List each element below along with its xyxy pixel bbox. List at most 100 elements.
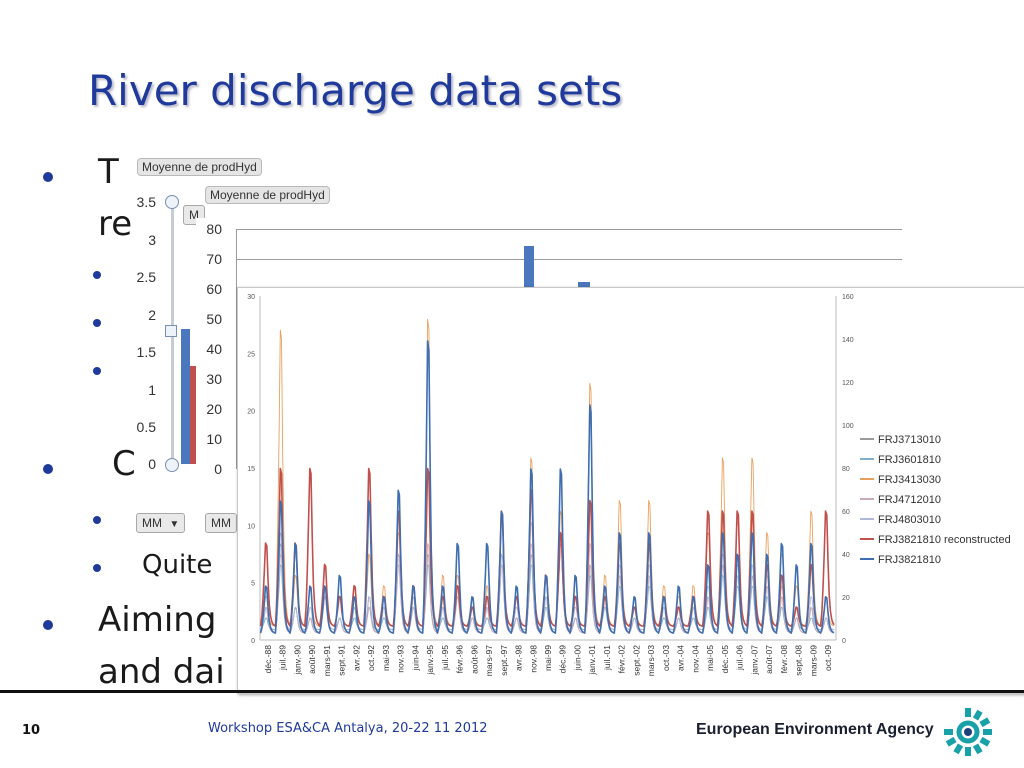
- x-tick-label: mai-05: [705, 645, 715, 671]
- footer-rule: [0, 690, 1024, 693]
- x-tick-label: juin-94: [410, 645, 420, 672]
- gridline: [236, 259, 902, 260]
- x-tick-label: sept.-91: [337, 645, 347, 676]
- slider-handle-bottom[interactable]: [165, 458, 179, 472]
- y-tick-label: 60: [206, 281, 222, 297]
- gridline: [236, 229, 902, 230]
- x-tick-label: mars-09: [808, 645, 818, 676]
- x-tick-label: avr.-98: [514, 645, 524, 671]
- y-tick-label: 3.5: [136, 194, 156, 210]
- x-tick-label: mai-99: [543, 645, 553, 671]
- y-left-tick-label: 25: [247, 351, 255, 358]
- x-tick-label: juil.-89: [278, 645, 288, 671]
- chart-svg: 30 25 20 15 10 5 0 160 140 120 100 80 60 40 20 0 déc.-88…: [247, 294, 1011, 676]
- y-tick-label: 0.5: [136, 419, 156, 435]
- month-dropdown[interactable]: MM ▼: [136, 513, 186, 533]
- x-tick-label: mars-97: [484, 645, 494, 676]
- field-label-button[interactable]: Moyenne de prodHyd: [137, 158, 262, 176]
- x-tick-label: janv.-01: [587, 645, 597, 676]
- y-right-tick-label: 140: [842, 337, 854, 344]
- eea-logo-icon: [944, 708, 992, 756]
- legend-label: FRJ3821810 reconstructed: [878, 534, 1011, 546]
- y-left-tick-label: 15: [247, 466, 255, 473]
- x-tick-label: mars-03: [646, 645, 656, 676]
- x-tick-label: mars-91: [322, 645, 332, 676]
- y-tick-label: 0: [214, 461, 222, 477]
- x-tick-label: oct.-92: [366, 645, 376, 671]
- y-right-tick-label: 160: [842, 294, 854, 301]
- bullet-dot: [43, 172, 53, 182]
- x-tick-label: janv.-07: [749, 645, 759, 676]
- x-tick-label: sept.-97: [499, 645, 509, 676]
- bullet-dot: [43, 464, 53, 474]
- y-tick-label: 50: [206, 311, 222, 327]
- y-axis-line: [236, 229, 237, 469]
- x-tick-label: févr.-02: [617, 645, 627, 674]
- y-tick-label: 20: [206, 401, 222, 417]
- x-tick-label: nov.-98: [528, 645, 538, 673]
- footer-text: Workshop ESA&CA Antalya, 20-22 11 2012: [208, 721, 488, 736]
- y-tick-label: 2: [148, 307, 156, 323]
- sub-bullet-text: Quite: [142, 550, 213, 580]
- slider-handle-top[interactable]: [165, 195, 179, 209]
- x-tick-label: août-96: [469, 645, 479, 674]
- x-tick-label: août-90: [307, 645, 317, 674]
- bullet-dot: [43, 620, 53, 630]
- x-tick-label: juin-00: [572, 645, 582, 672]
- sub-bullet-dot: [93, 516, 101, 524]
- legend-label: FRJ3601810: [878, 454, 941, 466]
- sub-bullet-dot: [93, 271, 101, 279]
- y-tick-label: 1: [148, 382, 156, 398]
- field-label-button-2[interactable]: Moyenne de prodHyd: [205, 186, 330, 204]
- bar-red: [190, 366, 199, 464]
- x-tick-label: déc.-99: [558, 645, 568, 674]
- x-tick-label: juil.-95: [440, 645, 450, 671]
- x-tick-label: nov.-04: [690, 645, 700, 673]
- bullet-text: C: [112, 444, 136, 484]
- y-tick-label: 80: [206, 221, 222, 237]
- y-right-tick-label: 100: [842, 423, 854, 430]
- legend-label: FRJ3413030: [878, 474, 941, 486]
- agency-name: European Environment Agency: [696, 721, 934, 738]
- y-right-tick-label: 20: [842, 595, 850, 602]
- x-tick-label: janv.-90: [292, 645, 302, 676]
- x-tick-label: mai-93: [381, 645, 391, 671]
- legend-label: FRJ3821810: [878, 554, 941, 566]
- x-tick-label: nov.-93: [396, 645, 406, 673]
- y-right-tick-label: 60: [842, 509, 850, 516]
- x-tick-label: août-07: [764, 645, 774, 674]
- x-tick-label: févr.-08: [779, 645, 789, 674]
- y-tick-label: 0: [148, 456, 156, 472]
- legend-label: FRJ4712010: [878, 494, 941, 506]
- discharge-line-chart: 30 25 20 15 10 5 0 160 140 120 100 80 60 40 20 0 déc.-88…: [237, 287, 1024, 694]
- page-number: 10: [22, 723, 41, 738]
- y-right-tick-label: 80: [842, 466, 850, 473]
- x-tick-label: déc.-05: [720, 645, 730, 674]
- y-tick-label: 70: [206, 251, 222, 267]
- series-line: [259, 340, 835, 634]
- sub-bullet-dot: [93, 319, 101, 327]
- legend-label: FRJ4803010: [878, 514, 941, 526]
- sub-bullet-dot: [93, 367, 101, 375]
- month-dropdown-2[interactable]: MM: [205, 513, 237, 533]
- bullet-text-continued: re: [98, 204, 133, 244]
- x-tick-label: avr.-04: [676, 645, 686, 671]
- x-tick-label: juil.-01: [602, 645, 612, 671]
- legend-label: FRJ3713010: [878, 434, 941, 446]
- slider-handle-mid[interactable]: [165, 325, 177, 337]
- back-chart-1: 3.5 3 2.5 2 1.5 1 0.5 0: [130, 190, 210, 480]
- y-left-tick-label: 30: [247, 294, 255, 301]
- bullet-text: Aiming: [98, 600, 217, 640]
- chevron-down-icon: ▼: [169, 519, 180, 530]
- x-tick-label: avr.-92: [351, 645, 361, 671]
- x-tick-label: oct.-09: [823, 645, 833, 671]
- x-tick-label: sept.-08: [794, 645, 804, 676]
- bullet-text: T: [98, 152, 119, 192]
- y-tick-label: 10: [206, 431, 222, 447]
- slide-title: River discharge data sets: [88, 66, 623, 115]
- bar-blue: [181, 328, 190, 464]
- x-tick-label: déc.-88: [263, 645, 273, 674]
- y-right-tick-label: 40: [842, 552, 850, 559]
- y-tick-label: 3: [148, 232, 156, 248]
- x-tick-label: janv.-95: [425, 645, 435, 676]
